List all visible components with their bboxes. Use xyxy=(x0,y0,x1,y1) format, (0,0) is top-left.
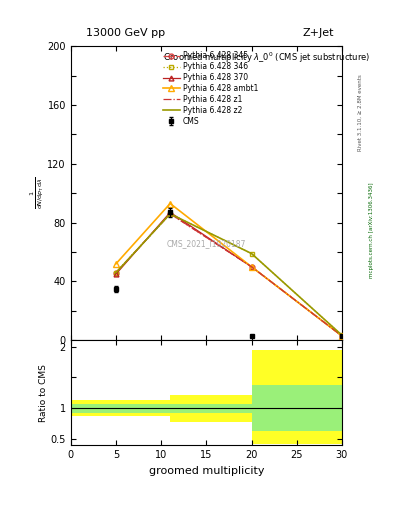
Bar xyxy=(206,395,252,422)
Line: Pythia 6.428 346: Pythia 6.428 346 xyxy=(114,211,344,337)
Pythia 6.428 345 xyxy=(340,333,344,339)
Y-axis label: $\frac{1}{\mathrm{d}N / \mathrm{d}p_\mathrm{T}\,\mathrm{d}\lambda}$: $\frac{1}{\mathrm{d}N / \mathrm{d}p_\mat… xyxy=(29,177,46,209)
Text: mcplots.cern.ch [arXiv:1306.3436]: mcplots.cern.ch [arXiv:1306.3436] xyxy=(369,183,375,278)
Line: Pythia 6.428 z1: Pythia 6.428 z1 xyxy=(116,214,342,336)
Pythia 6.428 346 xyxy=(114,270,118,276)
Pythia 6.428 z1 xyxy=(114,270,118,276)
Pythia 6.428 ambt1 xyxy=(168,200,173,206)
X-axis label: groomed multiplicity: groomed multiplicity xyxy=(149,466,264,476)
Bar xyxy=(71,400,116,416)
Bar xyxy=(206,404,252,413)
Pythia 6.428 346 xyxy=(168,211,173,217)
Pythia 6.428 370 xyxy=(168,209,173,216)
Bar xyxy=(170,395,206,422)
Pythia 6.428 370 xyxy=(114,271,118,277)
Pythia 6.428 346 xyxy=(249,250,254,257)
Text: Groomed multiplicity $\lambda\_0^0$ (CMS jet substructure): Groomed multiplicity $\lambda\_0^0$ (CMS… xyxy=(163,51,370,65)
Pythia 6.428 346 xyxy=(340,332,344,338)
Pythia 6.428 370 xyxy=(340,333,344,339)
Bar xyxy=(252,350,342,444)
Text: Z+Jet: Z+Jet xyxy=(303,28,334,38)
Text: Rivet 3.1.10, ≥ 2.8M events: Rivet 3.1.10, ≥ 2.8M events xyxy=(358,74,363,151)
Line: Pythia 6.428 ambt1: Pythia 6.428 ambt1 xyxy=(113,201,345,339)
Pythia 6.428 z2 xyxy=(249,250,254,257)
Pythia 6.428 ambt1 xyxy=(249,264,254,270)
Text: 13000 GeV pp: 13000 GeV pp xyxy=(86,28,165,38)
Line: Pythia 6.428 345: Pythia 6.428 345 xyxy=(114,211,344,338)
Pythia 6.428 345 xyxy=(114,270,118,276)
Bar xyxy=(71,404,206,413)
Pythia 6.428 z1 xyxy=(249,264,254,270)
Pythia 6.428 z2 xyxy=(168,211,173,217)
Pythia 6.428 345 xyxy=(249,264,254,270)
Text: CMS_2021_I1920187: CMS_2021_I1920187 xyxy=(167,239,246,248)
Pythia 6.428 z2 xyxy=(114,270,118,276)
Bar xyxy=(252,385,342,431)
Y-axis label: Ratio to CMS: Ratio to CMS xyxy=(39,364,48,422)
Pythia 6.428 z2 xyxy=(340,332,344,338)
Line: Pythia 6.428 z2: Pythia 6.428 z2 xyxy=(116,214,342,335)
Pythia 6.428 z1 xyxy=(168,211,173,217)
Pythia 6.428 z1 xyxy=(340,333,344,339)
Pythia 6.428 ambt1 xyxy=(114,261,118,267)
Pythia 6.428 370 xyxy=(249,264,254,270)
Pythia 6.428 ambt1 xyxy=(340,333,344,339)
Pythia 6.428 345 xyxy=(168,211,173,217)
Bar xyxy=(116,400,170,416)
Line: Pythia 6.428 370: Pythia 6.428 370 xyxy=(114,210,344,338)
Legend: Pythia 6.428 345, Pythia 6.428 346, Pythia 6.428 370, Pythia 6.428 ambt1, Pythia: Pythia 6.428 345, Pythia 6.428 346, Pyth… xyxy=(162,50,260,127)
